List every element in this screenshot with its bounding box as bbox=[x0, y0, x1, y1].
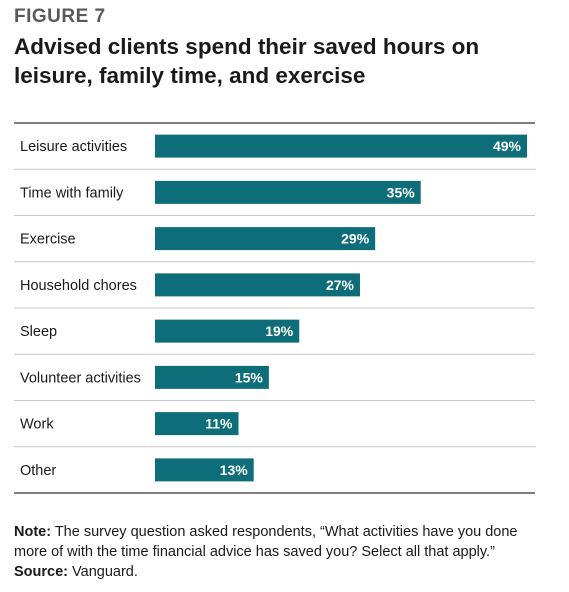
bar-value-label: 35% bbox=[387, 184, 416, 200]
chart-title: Advised clients spend their saved hours … bbox=[14, 32, 554, 90]
note-line-1: Note: The survey question asked responde… bbox=[14, 522, 559, 542]
category-label: Household chores bbox=[20, 278, 137, 294]
category-label: Work bbox=[20, 417, 54, 433]
figure-label: FIGURE 7 bbox=[14, 6, 106, 27]
bar bbox=[155, 273, 360, 297]
note-text-1: The survey question asked respondents, “… bbox=[51, 524, 518, 540]
bar bbox=[155, 180, 421, 204]
chart-title-line-1: Advised clients spend their saved hours … bbox=[14, 34, 480, 59]
bar bbox=[155, 365, 269, 389]
bar bbox=[155, 227, 376, 251]
bar-value-label: 11% bbox=[205, 416, 233, 432]
bar-value-label: 13% bbox=[220, 462, 249, 478]
bar bbox=[155, 319, 300, 343]
source-label: Source: bbox=[14, 564, 68, 580]
category-label: Sleep bbox=[20, 324, 57, 340]
chart-notes: Note: The survey question asked responde… bbox=[14, 522, 559, 582]
bar bbox=[155, 412, 239, 436]
source-line: Source: Vanguard. bbox=[14, 562, 559, 582]
bar-value-label: 19% bbox=[265, 323, 294, 339]
category-label: Leisure activities bbox=[20, 139, 127, 155]
source-text: Vanguard. bbox=[68, 564, 138, 580]
category-label: Volunteer activities bbox=[20, 370, 141, 386]
bar-value-label: 15% bbox=[235, 369, 264, 385]
bar-value-label: 49% bbox=[493, 138, 522, 154]
note-label: Note: bbox=[14, 524, 52, 540]
note-line-2: more of with the time financial advice h… bbox=[14, 544, 495, 560]
bar-value-label: 27% bbox=[326, 277, 355, 293]
category-label: Time with family bbox=[20, 185, 124, 201]
bar bbox=[155, 134, 527, 158]
chart-title-line-2: leisure, family time, and exercise bbox=[14, 63, 366, 88]
bar-value-label: 29% bbox=[341, 231, 370, 247]
category-label: Other bbox=[20, 463, 56, 479]
bar bbox=[155, 458, 254, 482]
category-label: Exercise bbox=[20, 232, 76, 248]
